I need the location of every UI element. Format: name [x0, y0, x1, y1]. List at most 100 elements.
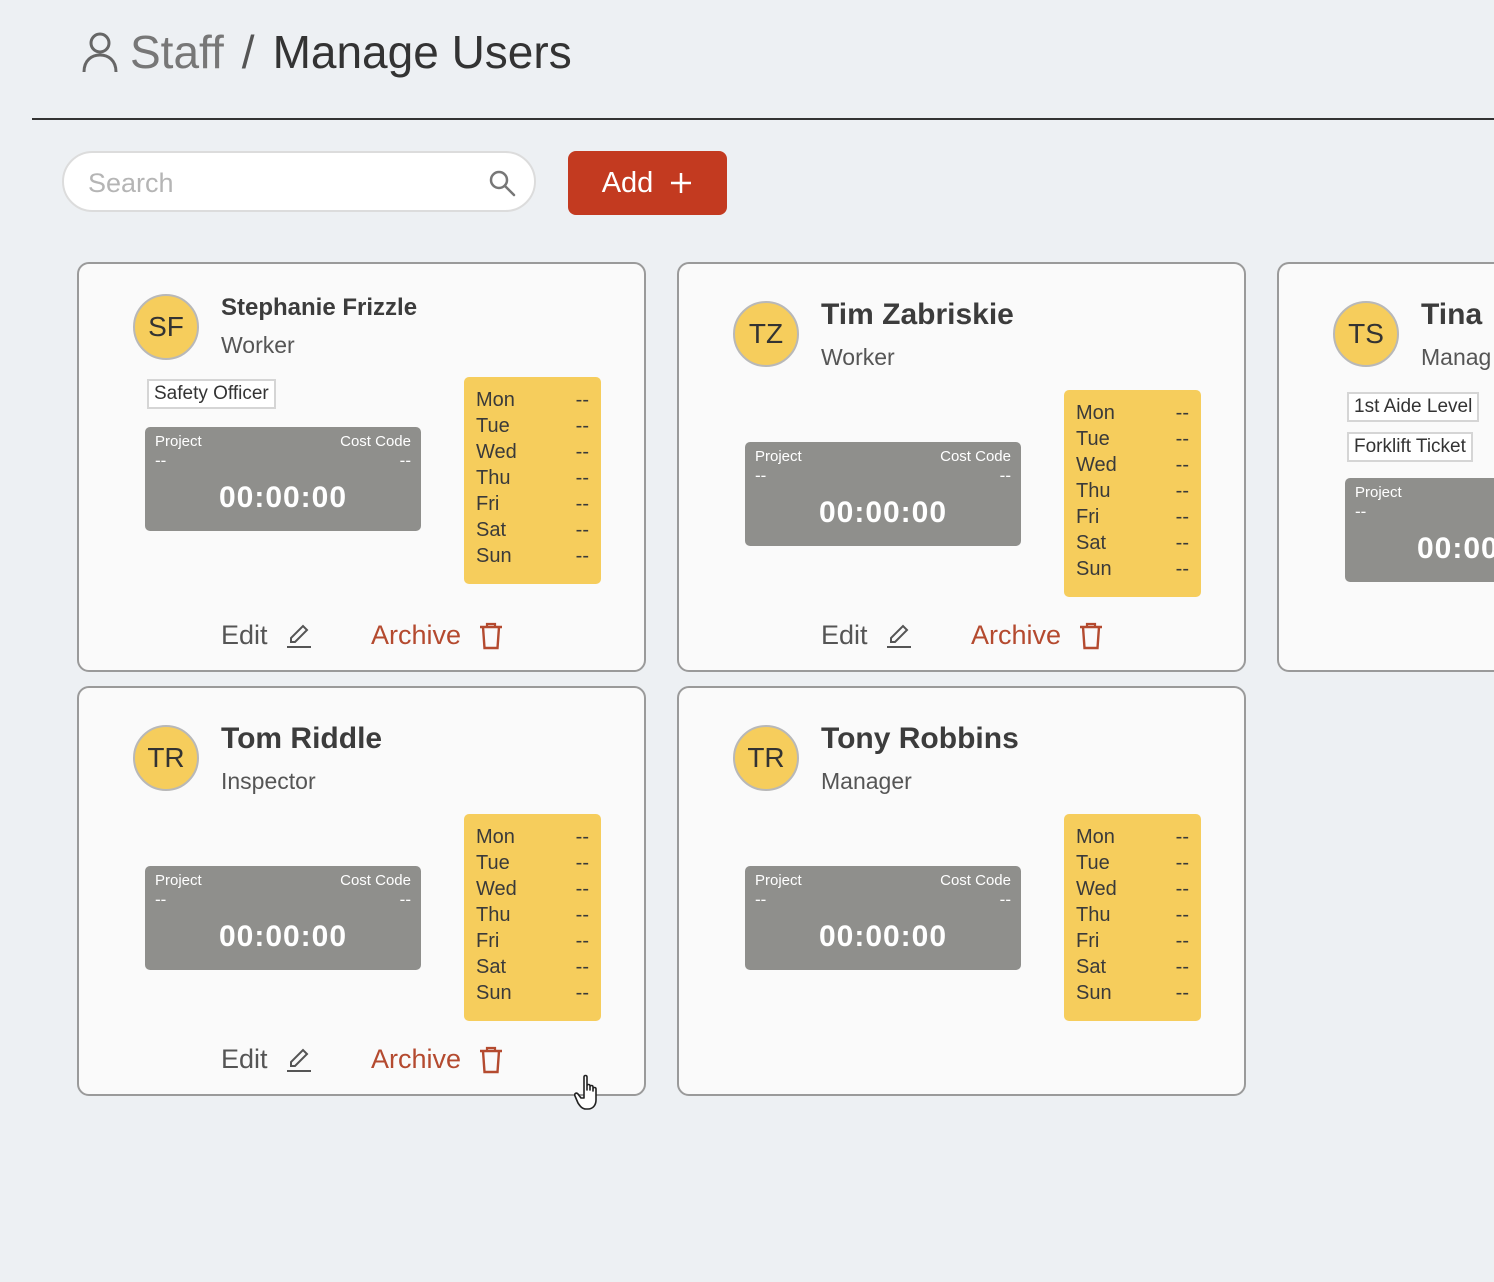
archive-button[interactable]: Archive	[371, 620, 503, 651]
weekly-schedule: Mon -- Tue -- Wed -- Thu -- Fri -- Sat -- Sun -…	[1064, 814, 1201, 1021]
user-role: Manag	[1421, 344, 1492, 370]
day-hours: --	[1175, 930, 1189, 952]
trash-icon	[480, 622, 503, 649]
weekly-schedule: Mon -- Tue -- Wed -- Thu -- Fri -- Sat -- Sun -…	[1064, 390, 1201, 597]
schedule-row: Mon --	[476, 389, 589, 415]
search-box	[62, 151, 536, 212]
user-name: Tina	[1421, 298, 1483, 331]
day-hours: --	[575, 441, 589, 463]
day-hours: --	[575, 826, 589, 848]
schedule-row: Thu --	[476, 904, 589, 930]
day-hours: --	[1175, 480, 1189, 502]
add-button-label: Add	[601, 166, 654, 199]
schedule-row: Thu --	[476, 467, 589, 493]
day-hours: --	[575, 852, 589, 874]
trash-icon	[480, 1046, 503, 1073]
edit-button[interactable]: Edit	[221, 620, 312, 651]
user-name: Tom Riddle	[221, 722, 383, 755]
user-role: Worker	[821, 344, 895, 370]
hand-cursor-icon	[574, 1074, 597, 1110]
schedule-row: Sun --	[1076, 982, 1189, 1008]
user-name: Tim Zabriskie	[821, 298, 1014, 331]
avatar: TS	[1333, 301, 1399, 367]
time-tracker: Project Cost Code -- -- 00:00:00	[745, 866, 1021, 970]
schedule-row: Sun --	[1076, 558, 1189, 584]
day-hours: --	[1175, 956, 1189, 978]
breadcrumb-staff-link[interactable]: Staff	[130, 26, 224, 78]
user-card: TZ Tim Zabriskie Worker Project Cost Cod…	[677, 262, 1246, 672]
day-label: Sun	[1076, 982, 1112, 1004]
edit-label: Edit	[221, 620, 268, 650]
schedule-row: Sat --	[476, 519, 589, 545]
day-label: Thu	[476, 467, 511, 489]
edit-label: Edit	[221, 1044, 268, 1074]
schedule-row: Wed --	[476, 878, 589, 904]
day-hours: --	[1175, 532, 1189, 554]
day-hours: --	[575, 493, 589, 515]
day-label: Mon	[476, 389, 515, 411]
day-label: Mon	[476, 826, 515, 848]
certification-tag: Forklift Ticket	[1347, 432, 1473, 462]
archive-button[interactable]: Archive	[971, 620, 1103, 651]
day-label: Wed	[1076, 454, 1117, 476]
trash-icon	[1080, 622, 1103, 649]
day-label: Sat	[1076, 532, 1107, 554]
day-label: Thu	[1076, 904, 1111, 926]
schedule-row: Sun --	[476, 982, 589, 1008]
time-tracker: Project Cost Code -- -- 00:00:00	[745, 442, 1021, 546]
breadcrumb-separator: /	[241, 26, 255, 78]
day-hours: --	[1175, 558, 1189, 580]
day-hours: --	[1175, 904, 1189, 926]
day-hours: --	[1175, 428, 1189, 450]
certification-tag: Safety Officer	[147, 379, 276, 409]
pencil-icon	[286, 624, 311, 648]
schedule-row: Thu --	[1076, 904, 1189, 930]
day-label: Wed	[476, 878, 517, 900]
avatar: TR	[133, 725, 199, 791]
avatar: SF	[133, 294, 199, 360]
user-name: Stephanie Frizzle	[221, 294, 418, 321]
day-label: Tue	[1076, 852, 1110, 874]
day-label: Tue	[1076, 428, 1110, 450]
add-user-button[interactable]: Add	[568, 151, 727, 215]
cost-code-value: --	[999, 466, 1011, 485]
cost-code-value: --	[999, 890, 1011, 909]
schedule-row: Tue --	[476, 415, 589, 441]
elapsed-time: 00:00:00	[218, 920, 348, 953]
schedule-row: Sat --	[1076, 532, 1189, 558]
edit-button[interactable]: Edit	[821, 620, 912, 651]
day-label: Fri	[476, 493, 500, 515]
header-divider	[32, 118, 1494, 120]
day-hours: --	[575, 878, 589, 900]
schedule-row: Mon --	[476, 826, 589, 852]
edit-button[interactable]: Edit	[221, 1044, 312, 1075]
day-hours: --	[1175, 826, 1189, 848]
cost-code-value: --	[399, 451, 411, 470]
user-card: TR Tony Robbins Manager Project Cost Cod…	[677, 686, 1246, 1096]
archive-button[interactable]: Archive	[371, 1044, 503, 1075]
project-value: --	[155, 890, 167, 909]
day-hours: --	[575, 415, 589, 437]
schedule-row: Wed --	[476, 441, 589, 467]
project-value: --	[155, 451, 167, 470]
day-hours: --	[575, 519, 589, 541]
schedule-row: Tue --	[1076, 428, 1189, 454]
user-card: SF Stephanie Frizzle Worker Safety Offic…	[77, 262, 646, 672]
time-tracker: Project Cost Code -- -- 00:00:00	[145, 866, 421, 970]
day-hours: --	[575, 982, 589, 1004]
time-tracker: Project Cost Code -- -- 00:00:00	[145, 427, 421, 531]
pencil-icon	[886, 624, 911, 648]
schedule-row: Tue --	[476, 852, 589, 878]
day-label: Sat	[476, 956, 507, 978]
day-label: Fri	[1076, 930, 1100, 952]
edit-label: Edit	[821, 620, 868, 650]
day-label: Mon	[1076, 826, 1115, 848]
day-hours: --	[1175, 982, 1189, 1004]
day-label: Sat	[1076, 956, 1107, 978]
search-input[interactable]	[86, 163, 480, 203]
search-icon[interactable]	[488, 169, 516, 197]
archive-label: Archive	[971, 620, 1062, 650]
pencil-icon	[286, 1048, 311, 1072]
day-hours: --	[1175, 402, 1189, 424]
avatar: TZ	[733, 301, 799, 367]
